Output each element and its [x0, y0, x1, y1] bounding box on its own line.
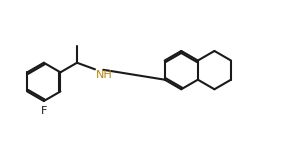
- Text: F: F: [41, 106, 47, 116]
- Text: NH: NH: [95, 70, 112, 80]
